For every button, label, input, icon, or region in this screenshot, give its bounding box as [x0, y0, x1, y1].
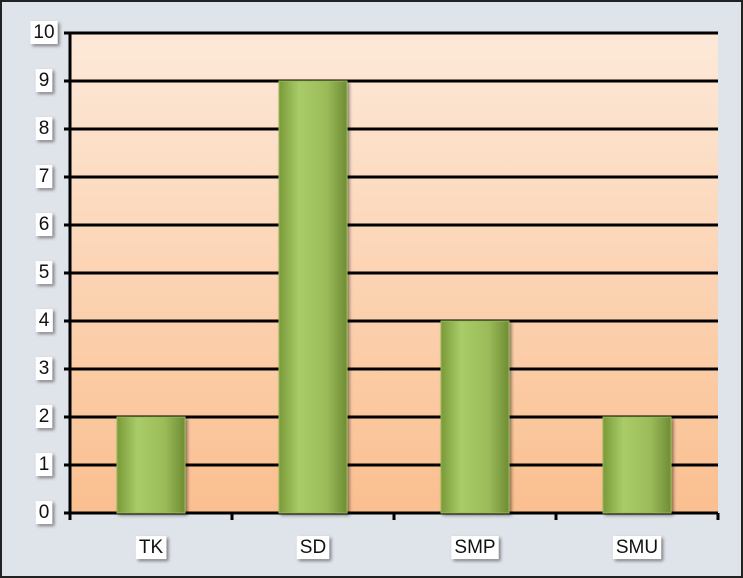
label-box: [35, 69, 53, 93]
label-box: [35, 453, 53, 477]
label-box: [35, 309, 53, 333]
label-box: [35, 501, 53, 525]
y-tick-label: 8: [39, 118, 50, 139]
bar: [440, 320, 510, 514]
label-box: [35, 405, 53, 429]
y-tick-label: 0: [39, 502, 50, 523]
label-box: [35, 165, 53, 189]
y-tick-label: 6: [39, 214, 50, 235]
y-tick-label: 3: [39, 358, 50, 379]
label-box: [35, 357, 53, 381]
y-tick-label: 5: [39, 262, 50, 283]
y-tick-label: 4: [39, 310, 50, 331]
y-tick-label: 9: [39, 70, 50, 91]
label-box: [135, 536, 167, 560]
x-tick-label: TK: [139, 537, 164, 558]
bar: [602, 416, 672, 514]
label-box: [451, 536, 499, 560]
label-box: [35, 117, 53, 141]
label-box: [296, 536, 330, 560]
label-box: [612, 536, 662, 560]
bar: [278, 80, 348, 514]
x-tick-label: SD: [300, 537, 326, 558]
bar: [116, 416, 186, 514]
label-box: [30, 21, 58, 45]
x-tick-label: SMP: [454, 537, 495, 558]
y-tick-label: 2: [39, 406, 50, 427]
label-box: [35, 213, 53, 237]
y-tick-label: 10: [33, 22, 54, 43]
x-tick-label: SMU: [616, 537, 658, 558]
label-box: [35, 261, 53, 285]
y-tick-label: 7: [39, 166, 50, 187]
y-tick-label: 1: [39, 454, 50, 475]
